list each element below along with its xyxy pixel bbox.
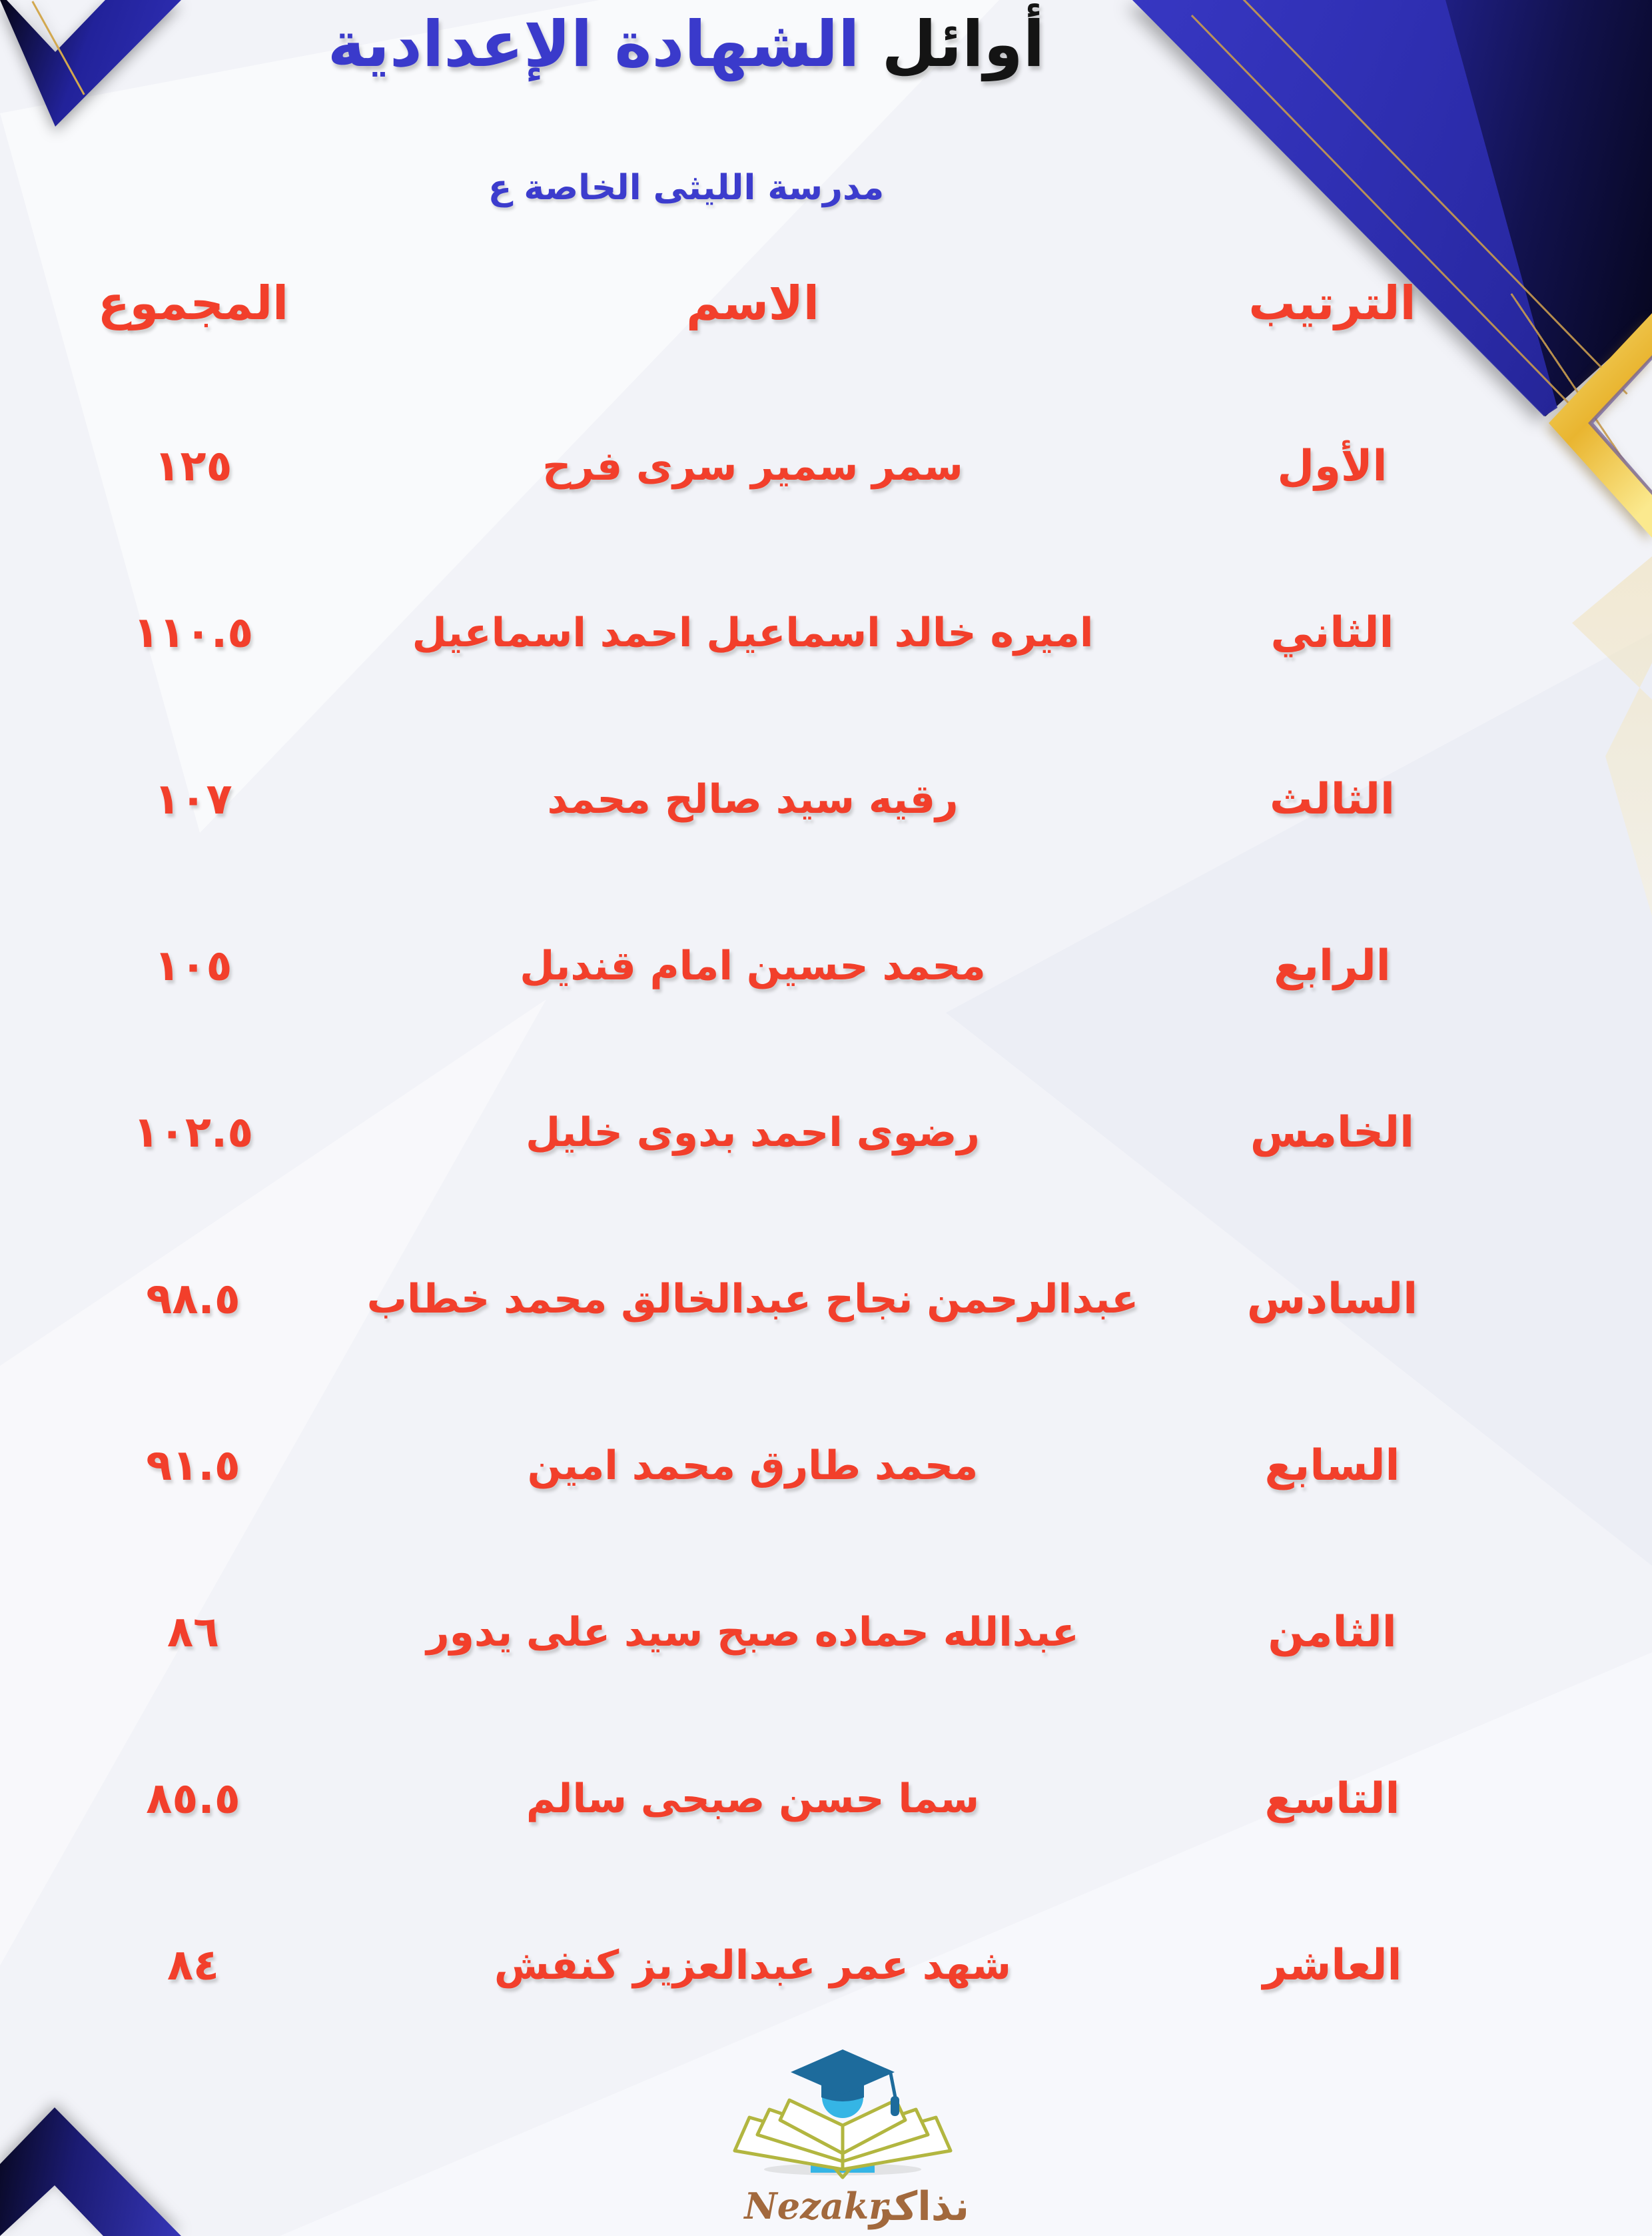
rank-cell: السابع — [1264, 1441, 1400, 1490]
logo-text-arabic: نذاكر — [867, 2183, 969, 2230]
total-cell: ٨٤ — [167, 1941, 220, 1990]
open-book-icon — [733, 2098, 953, 2179]
name-cell: عبدالله حماده صبح سيد على يدور — [426, 1609, 1079, 1656]
page-title: أوائل الشهادة الإعدادية — [0, 8, 1652, 81]
bottom-left-chevron-shape — [0, 2107, 181, 2236]
total-cell: ٨٦ — [167, 1608, 220, 1657]
total-cell: ١٠٢.٥ — [133, 1108, 254, 1157]
name-cell: اميره خالد اسماعيل احمد اسماعيل — [412, 610, 1094, 656]
rank-cell: الخامس — [1250, 1108, 1415, 1157]
name-cell: رضوى احمد بدوى خليل — [526, 1109, 980, 1156]
table-row: الثالث رقيه سيد صالح محمد ١٠٧ — [40, 716, 1505, 883]
header-name: الاسم — [686, 276, 819, 330]
name-cell: شهد عمر عبدالعزيز كنفش — [494, 1942, 1012, 1989]
name-cell: عبدالرحمن نجاح عبدالخالق محمد خطاب — [366, 1276, 1139, 1323]
table-row: الأول سمر سمير سرى فرح ١٢٥ — [40, 383, 1505, 550]
table-row: السادس عبدالرحمن نجاح عبدالخالق محمد خطا… — [40, 1216, 1505, 1383]
deco-top-right-panel — [1126, 0, 1652, 532]
table-row: الرابع محمد حسين امام قنديل ١٠٥ — [40, 883, 1505, 1049]
table-body: الأول سمر سمير سرى فرح ١٢٥ الثاني اميره … — [40, 383, 1505, 2049]
rank-cell: الأول — [1277, 442, 1388, 491]
deco-gold-chevron — [1545, 303, 1652, 556]
deco-bottom-left-chevron — [0, 2096, 200, 2236]
rank-cell: الثامن — [1268, 1608, 1397, 1657]
header-total: المجموع — [97, 276, 289, 330]
name-cell: سما حسن صبحى سالم — [526, 1776, 980, 1822]
total-cell: ٩٨.٥ — [146, 1275, 240, 1324]
deco-top-left-chevron — [0, 0, 200, 153]
logo-text-latin: Nezakr — [743, 2185, 890, 2227]
total-cell: ١٢٥ — [154, 442, 232, 491]
name-cell: محمد حسين امام قنديل — [520, 943, 986, 989]
table-row: السابع محمد طارق محمد امين ٩١.٥ — [40, 1383, 1505, 1549]
total-cell: ١١٠.٥ — [133, 608, 254, 658]
rank-cell: الرابع — [1274, 941, 1391, 991]
table-row: الثامن عبدالله حماده صبح سيد على يدور ٨٦ — [40, 1549, 1505, 1716]
name-cell: سمر سمير سرى فرح — [542, 443, 963, 490]
total-cell: ٩١.٥ — [146, 1441, 240, 1490]
rank-cell: العاشر — [1262, 1941, 1402, 1990]
table-row: الثاني اميره خالد اسماعيل احمد اسماعيل ١… — [40, 550, 1505, 716]
table-header-row: الترتيب الاسم المجموع — [40, 250, 1505, 356]
total-cell: ٨٥.٥ — [146, 1774, 240, 1824]
total-cell: ١٠٥ — [154, 941, 232, 991]
rank-cell: الثالث — [1270, 775, 1395, 824]
rank-cell: الثاني — [1270, 608, 1394, 658]
total-cell: ١٠٧ — [154, 775, 232, 824]
rank-cell: التاسع — [1264, 1774, 1400, 1824]
page-title-word: أوائل — [881, 8, 1045, 81]
name-cell: رقيه سيد صالح محمد — [547, 776, 959, 823]
rank-cell: السادس — [1246, 1275, 1418, 1324]
table-row: التاسع سما حسن صبحى سالم ٨٥.٥ — [40, 1716, 1505, 1882]
page-title-rest: الشهادة الإعدادية — [327, 8, 860, 81]
school-name: مدرسة الليثى الخاصة ع — [488, 168, 885, 208]
results-table: الترتيب الاسم المجموع الأول سمر سمير سرى… — [0, 250, 1652, 2049]
table-row: الخامس رضوى احمد بدوى خليل ١٠٢.٥ — [40, 1049, 1505, 1216]
nezakr-logo: Nezakr نذاكر — [733, 2049, 969, 2230]
header-rank: الترتيب — [1248, 276, 1416, 330]
table-row: العاشر شهد عمر عبدالعزيز كنفش ٨٤ — [40, 1882, 1505, 2049]
name-cell: محمد طارق محمد امين — [527, 1442, 979, 1489]
graduation-cap-icon — [791, 2049, 899, 2116]
